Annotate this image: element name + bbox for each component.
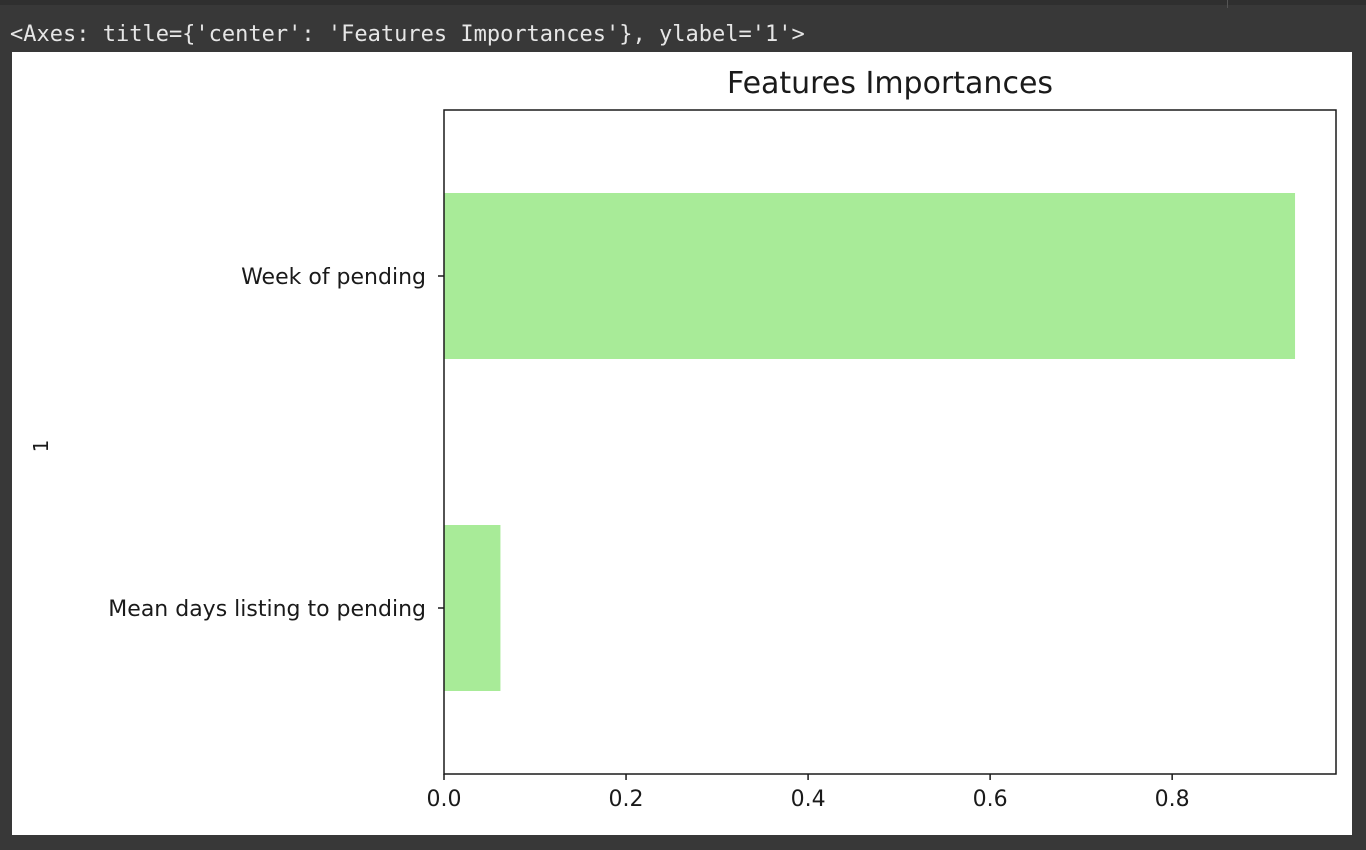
x-tick-label-0: 0.0 (427, 787, 462, 812)
chart-title: Features Importances (727, 66, 1053, 101)
x-tick-label-2: 0.4 (791, 787, 826, 812)
top-bar-divider (1227, 0, 1228, 8)
y-tick-label-1: Mean days listing to pending (108, 597, 426, 622)
axes-repr-output: <Axes: title={'center': 'Features Import… (10, 22, 805, 47)
bar-0 (444, 193, 1296, 359)
y-axis-label: 1 (29, 440, 53, 453)
x-tick-label-4: 0.8 (1155, 787, 1190, 812)
features-importance-chart: Features Importances 1 Week of pending Me… (29, 66, 1337, 812)
bars-group (444, 193, 1296, 691)
x-ticks-group: 0.0 0.2 0.4 0.6 0.8 (427, 774, 1190, 812)
y-tick-label-0: Week of pending (241, 265, 426, 290)
x-tick-label-3: 0.6 (973, 787, 1008, 812)
x-tick-label-1: 0.2 (609, 787, 644, 812)
top-bar (0, 0, 1366, 5)
y-ticks-group: Week of pending Mean days listing to pend… (108, 265, 444, 622)
bar-1 (444, 525, 501, 691)
figure: Features Importances 1 Week of pending Me… (12, 52, 1352, 835)
plot-frame (443, 109, 1337, 775)
